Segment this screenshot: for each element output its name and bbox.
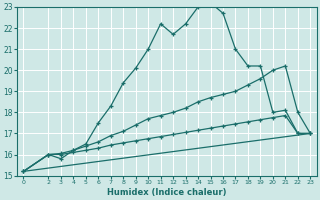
X-axis label: Humidex (Indice chaleur): Humidex (Indice chaleur) bbox=[107, 188, 227, 197]
